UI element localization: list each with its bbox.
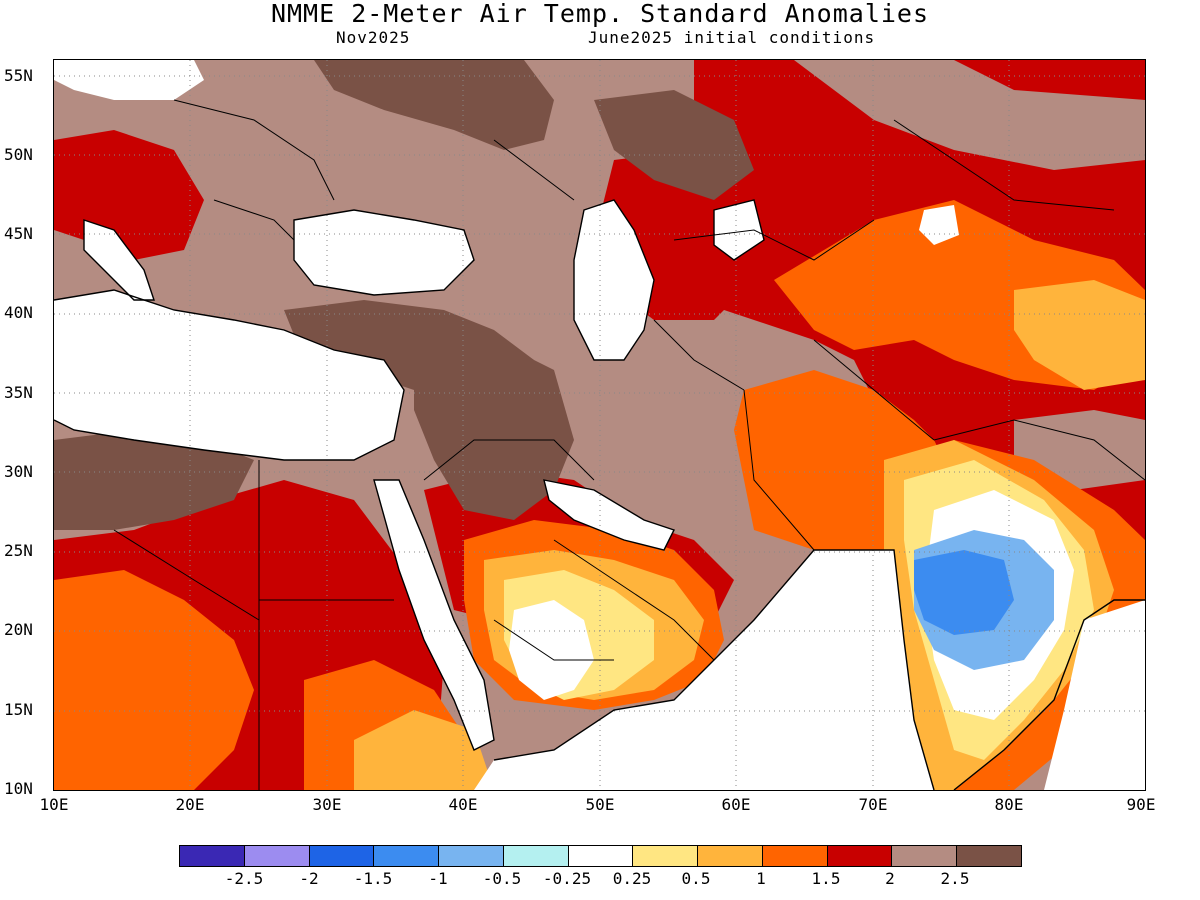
lat-label-10n: 10N	[4, 779, 33, 798]
colorbar-label: -1.5	[353, 869, 393, 888]
lat-label-50n: 50N	[4, 145, 33, 164]
grid-lines	[54, 60, 1145, 790]
coastlines	[54, 199, 1145, 790]
anomaly-region-india-mid-blue	[914, 550, 1014, 635]
persian-gulf	[544, 480, 674, 550]
colorbar-label: -2	[299, 869, 319, 888]
lon-label-30e: 30E	[312, 795, 342, 814]
colorbar-swatch	[957, 846, 1021, 866]
colorbar-swatch	[180, 846, 245, 866]
aral-sea	[714, 200, 764, 260]
colorbar-swatch	[568, 846, 634, 866]
colorbar-swatch	[762, 846, 828, 866]
colorbar-swatch	[892, 846, 958, 866]
country-borders	[113, 99, 1145, 790]
anomaly-region-northeast-brown	[794, 60, 1145, 170]
lat-label-25n: 25N	[4, 541, 33, 560]
forecast-month: Nov2025	[336, 28, 411, 47]
colorbar-swatch	[633, 846, 699, 866]
lon-label-60e: 60E	[721, 795, 751, 814]
caspian-sea	[574, 200, 654, 360]
lat-label-20n: 20N	[4, 620, 33, 639]
colorbar-label: 1.5	[811, 869, 841, 888]
lon-label-40e: 40E	[448, 795, 478, 814]
lon-label-70e: 70E	[858, 795, 888, 814]
colorbar-label: -1	[428, 869, 448, 888]
colorbar	[179, 845, 1022, 867]
lon-label-10e: 10E	[39, 795, 69, 814]
anomaly-region-iraq-dark-brown	[414, 340, 574, 520]
colorbar-label: 1	[756, 869, 766, 888]
colorbar-label: -0.25	[542, 869, 592, 888]
lat-label-15n: 15N	[4, 700, 33, 719]
colorbar-label: 0.5	[681, 869, 711, 888]
colorbar-label: 2	[885, 869, 895, 888]
lon-label-80e: 80E	[994, 795, 1024, 814]
colorbar-swatch	[374, 846, 440, 866]
lon-label-20e: 20E	[175, 795, 205, 814]
initial-conditions: June2025 initial conditions	[588, 28, 876, 47]
lat-label-55n: 55N	[4, 66, 33, 85]
anomaly-region-kazakhstan-dark-brown	[594, 90, 754, 200]
north-europe-white	[54, 60, 204, 100]
colorbar-swatch	[439, 846, 504, 866]
lon-label-50e: 50E	[585, 795, 615, 814]
anomaly-region-red-sea-light-orange	[354, 710, 494, 790]
colorbar-label: -0.5	[482, 869, 522, 888]
lat-label-35n: 35N	[4, 383, 33, 402]
colorbar-label: 2.5	[940, 869, 970, 888]
red-sea	[374, 480, 494, 750]
lat-label-45n: 45N	[4, 224, 33, 243]
colorbar-swatch	[309, 846, 375, 866]
lat-label-30n: 30N	[4, 462, 33, 481]
colorbar-label: 0.25	[612, 869, 652, 888]
black-sea	[294, 210, 474, 295]
anomaly-region-central-asia-light-orange	[1014, 280, 1145, 390]
colorbar-label: -2.5	[224, 869, 264, 888]
colorbar-swatch	[503, 846, 569, 866]
anomaly-map-svg	[54, 60, 1145, 790]
chart-title: NMME 2-Meter Air Temp. Standard Anomalie…	[270, 0, 930, 28]
lake-balkhash	[919, 205, 959, 245]
colorbar-swatch	[698, 846, 763, 866]
anomaly-region-russia-dark-brown	[314, 60, 554, 150]
lat-label-40n: 40N	[4, 303, 33, 322]
anomaly-map	[53, 59, 1146, 791]
anomaly-region-arabia-white	[509, 600, 594, 700]
colorbar-swatch	[244, 846, 310, 866]
colorbar-swatch	[827, 846, 893, 866]
anomaly-region-west-africa-orange	[54, 570, 254, 790]
mediterranean-sea	[54, 290, 404, 460]
bay-of-bengal	[1044, 600, 1145, 790]
anomaly-region-north-africa-dark-brown	[54, 430, 254, 530]
adriatic-sea	[84, 220, 154, 300]
lon-label-90e: 90E	[1126, 795, 1156, 814]
